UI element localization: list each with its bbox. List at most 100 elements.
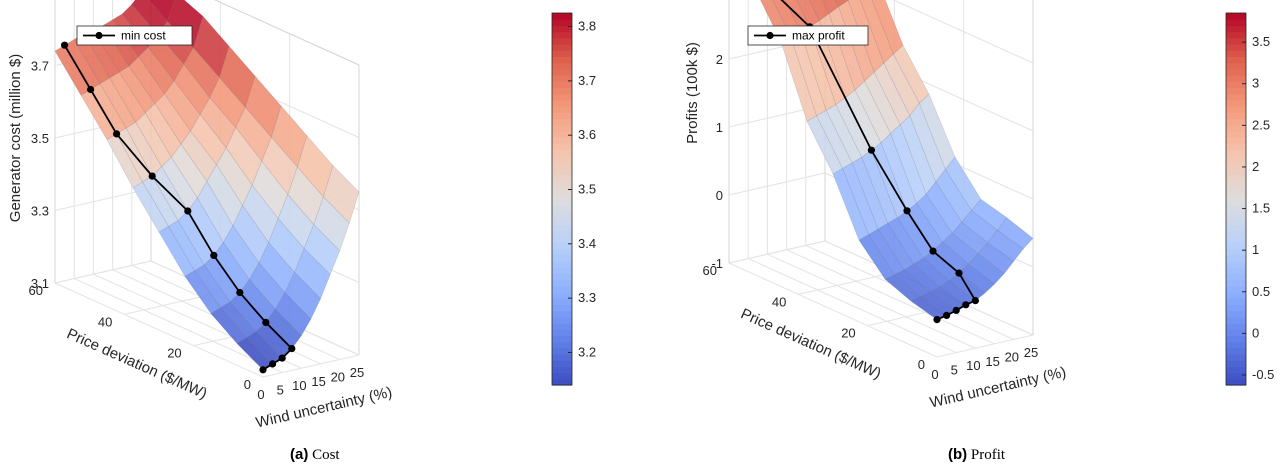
- colorbar-segment: [1226, 93, 1246, 101]
- grid-line: [73, 278, 283, 374]
- colorbar-segment: [1226, 211, 1246, 219]
- colorbar-segment: [552, 124, 572, 132]
- colorbar-tick-label: 2.5: [1252, 117, 1270, 132]
- path-marker: [269, 360, 277, 368]
- colorbar-segment: [1226, 223, 1246, 231]
- path-marker: [952, 306, 960, 314]
- x-tick-label: 10: [966, 358, 980, 373]
- x-tick-label: 25: [1024, 345, 1038, 360]
- colorbar-segment: [552, 99, 572, 107]
- surface-patch: [919, 93, 956, 170]
- colorbar-segment: [552, 25, 572, 33]
- colorbar-segment: [1226, 124, 1246, 132]
- colorbar-tick-label: 3.4: [578, 236, 596, 251]
- colorbar-tick-label: -0.5: [1252, 367, 1274, 382]
- x-axis-label: Wind uncertainty (%): [254, 384, 393, 432]
- z-tick-label: 3.7: [31, 59, 49, 74]
- colorbar-segment: [552, 378, 572, 386]
- colorbar-segment: [1226, 87, 1246, 95]
- grid-line: [54, 282, 264, 378]
- colorbar-segment: [1226, 31, 1246, 39]
- path-marker: [929, 247, 937, 255]
- x-tick-label: 10: [292, 378, 306, 393]
- colorbar-segment: [1226, 254, 1246, 262]
- colorbar: -0.5 0 0.5 1 1.5 2 2.5 3 3.5: [1225, 12, 1274, 386]
- grid-line: [936, 334, 1034, 358]
- legend-label: max profit: [792, 29, 845, 43]
- colorbar-segment: [552, 298, 572, 305]
- colorbar-segment: [552, 161, 572, 169]
- colorbar-segment: [1226, 13, 1246, 20]
- path-marker: [903, 207, 911, 215]
- colorbar-tick-label: 2: [1252, 159, 1259, 174]
- colorbar-segment: [552, 192, 572, 200]
- colorbar-segment: [552, 93, 572, 101]
- legend-box: [747, 25, 869, 46]
- path-marker: [259, 366, 267, 374]
- colorbar-tick-label: 0.5: [1252, 284, 1270, 299]
- surface-patch: [996, 217, 1034, 250]
- path-marker: [971, 297, 980, 305]
- surface-patch: [970, 198, 1008, 231]
- colorbar-segment: [1226, 149, 1246, 157]
- colorbar-segment: [1226, 143, 1246, 150]
- colorbar-segment: [1226, 279, 1246, 287]
- colorbar-tick-label: 3.7: [578, 73, 596, 88]
- colorbar-segment: [552, 130, 572, 138]
- colorbar-segment: [1226, 329, 1246, 336]
- colorbar-segment: [552, 31, 572, 39]
- colorbar-segment: [552, 267, 572, 274]
- x-tick-label: 5: [277, 383, 284, 398]
- grid-line: [767, 253, 976, 349]
- colorbar-segment: [1226, 192, 1246, 200]
- colorbar-segment: [1226, 137, 1246, 144]
- y-tick-label: 0: [244, 377, 251, 392]
- grid-line: [798, 271, 895, 295]
- colorbar-segment: [1226, 310, 1246, 318]
- y-tick-label: 60: [29, 283, 43, 298]
- colorbar-tick-label: 3.5: [1252, 34, 1270, 49]
- colorbar-segment: [1226, 205, 1246, 212]
- colorbar: 3.2 3.3 3.4 3.5 3.6 3.7 3.8: [551, 12, 596, 386]
- colorbar-segment: [1226, 298, 1246, 305]
- legend-label: min cost: [121, 29, 166, 43]
- colorbar-segment: [552, 199, 572, 206]
- surface-patch: [871, 0, 904, 55]
- colorbar-segment: [552, 304, 572, 312]
- path-marker: [933, 316, 941, 324]
- y-tick-label: 0: [918, 357, 925, 372]
- colorbar-segment: [1226, 273, 1246, 281]
- colorbar-segment: [1226, 106, 1246, 113]
- colorbar-segment: [1226, 62, 1246, 70]
- colorbar-segment: [552, 329, 572, 336]
- colorbar-segment: [1226, 186, 1246, 194]
- colorbar-frame: [551, 12, 573, 386]
- colorbar-segment: [552, 366, 572, 374]
- box-edge: [213, 0, 360, 66]
- colorbar-segment: [552, 254, 572, 262]
- colorbar-segment: [1226, 44, 1246, 51]
- colorbar-segment: [552, 310, 572, 318]
- surface-patch: [821, 0, 839, 15]
- colorbar-segment: [552, 68, 572, 76]
- path-marker: [210, 251, 218, 259]
- colorbar-segment: [1226, 155, 1246, 163]
- z-tick-label: 3.5: [31, 131, 49, 146]
- path-marker: [288, 345, 296, 353]
- colorbar-segment: [1226, 174, 1246, 181]
- colorbar-segment: [552, 155, 572, 163]
- grid-line: [728, 240, 826, 264]
- colorbar-segment: [552, 37, 572, 45]
- colorbar-segment: [552, 323, 572, 330]
- colorbar-segment: [552, 19, 572, 26]
- colorbar-segment: [552, 180, 572, 188]
- colorbar-segment: [552, 81, 572, 88]
- colorbar-segment: [552, 137, 572, 144]
- colorbar-segment: [552, 56, 572, 64]
- colorbar-segment: [1226, 75, 1246, 82]
- colorbar-tick-label: 1.5: [1252, 201, 1270, 216]
- colorbar-segment: [552, 285, 572, 293]
